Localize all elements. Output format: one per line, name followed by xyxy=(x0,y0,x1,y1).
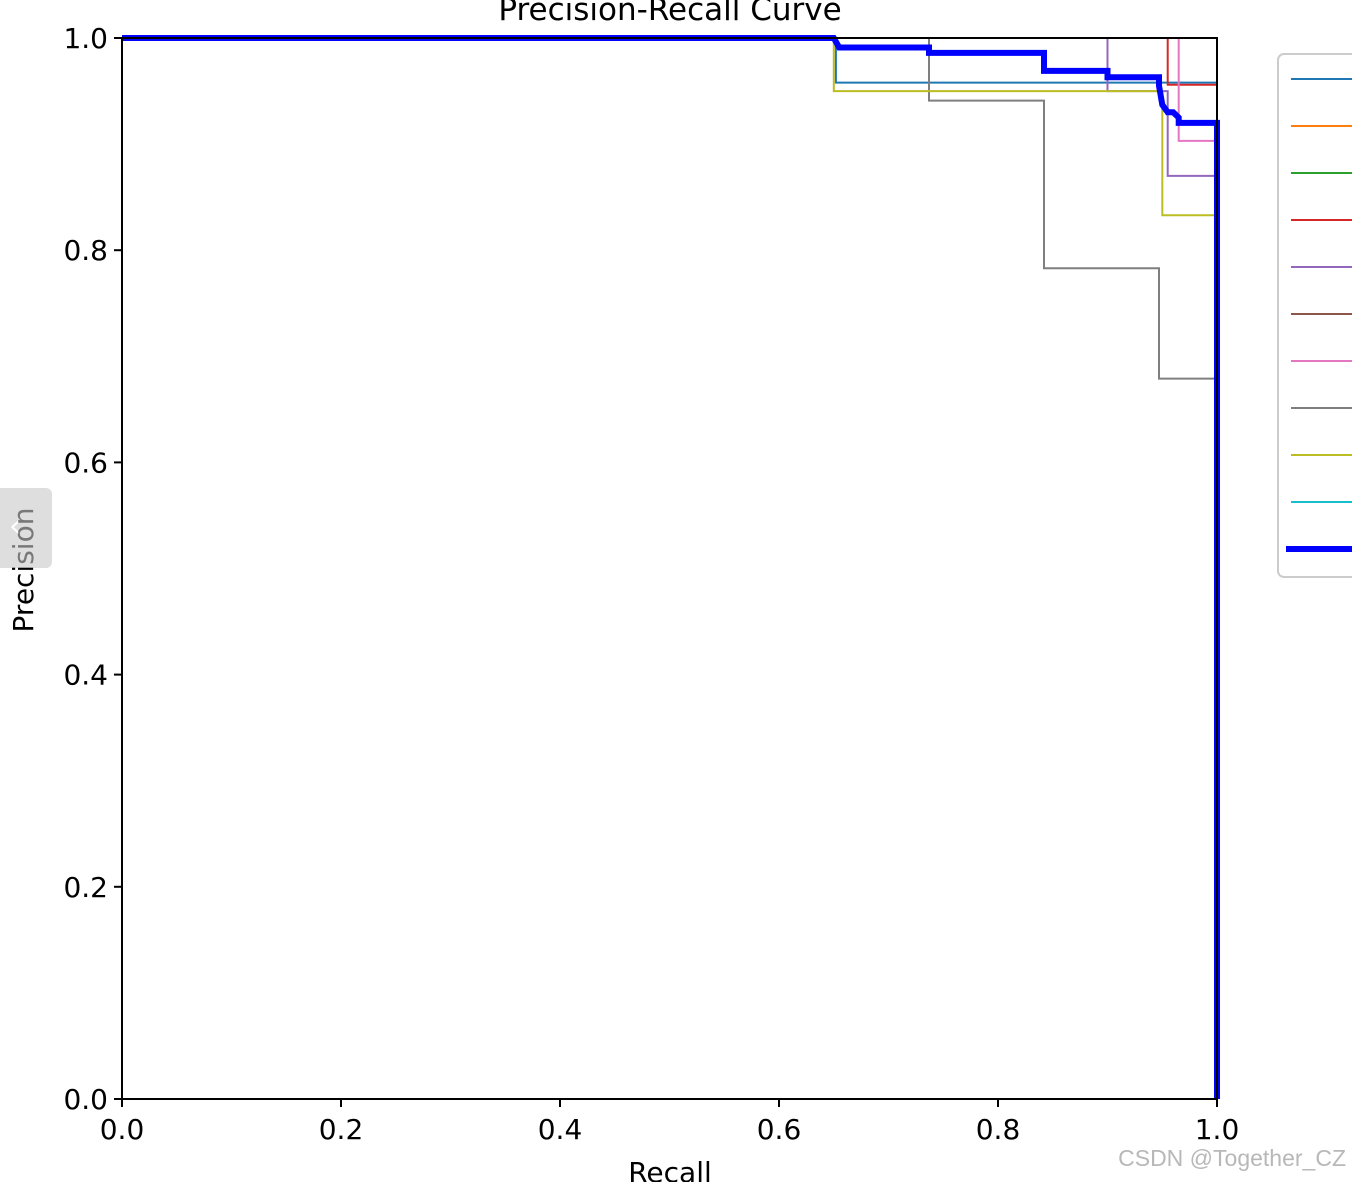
y-tick-label: 0.2 xyxy=(63,871,108,904)
series-line-9 xyxy=(122,37,1218,1099)
x-tick-label: 0.2 xyxy=(319,1113,364,1146)
series-line-3 xyxy=(122,37,1218,1099)
y-tick-label: 1.0 xyxy=(63,22,108,55)
watermark: CSDN @Together_CZ xyxy=(1118,1145,1346,1171)
x-tick-label: 0.0 xyxy=(100,1113,145,1146)
x-tick-label: 0.8 xyxy=(976,1113,1021,1146)
legend-box xyxy=(1277,53,1352,578)
chart-title: Precision-Recall Curve xyxy=(498,0,841,28)
x-tick-label: 0.6 xyxy=(757,1113,802,1146)
y-tick-label: 0.4 xyxy=(63,659,108,692)
legend xyxy=(1277,53,1352,578)
x-axis-label: Recall xyxy=(628,1156,712,1182)
series-line-6 xyxy=(122,37,1218,1099)
y-tick-label: 0.8 xyxy=(63,234,108,267)
series-line-2 xyxy=(122,37,1218,1099)
x-tick-label: 0.4 xyxy=(538,1113,583,1146)
y-tick-label: 0.6 xyxy=(63,446,108,479)
series-line-8 xyxy=(122,37,1218,1099)
y-tick-label: 0.0 xyxy=(63,1083,108,1116)
series-line-7 xyxy=(122,37,1218,1099)
series-line-4 xyxy=(122,37,1218,1099)
y-axis-ticks: 0.0 0.2 0.4 0.6 0.8 1.0 xyxy=(63,22,122,1116)
series-line-5 xyxy=(122,37,1218,1099)
series-line-1 xyxy=(122,37,1218,1099)
series-line-11 xyxy=(122,35,1220,1099)
chevron-left-icon: ‹ xyxy=(9,509,21,544)
x-axis-ticks: 0.0 0.2 0.4 0.6 0.8 1.0 xyxy=(100,1099,1240,1146)
x-tick-label: 1.0 xyxy=(1195,1113,1240,1146)
series-line-10 xyxy=(122,37,1218,1099)
sidebar-toggle-button[interactable]: ‹ xyxy=(0,488,52,568)
plot-frame xyxy=(121,37,1218,1100)
plot-lines xyxy=(122,35,1220,1099)
